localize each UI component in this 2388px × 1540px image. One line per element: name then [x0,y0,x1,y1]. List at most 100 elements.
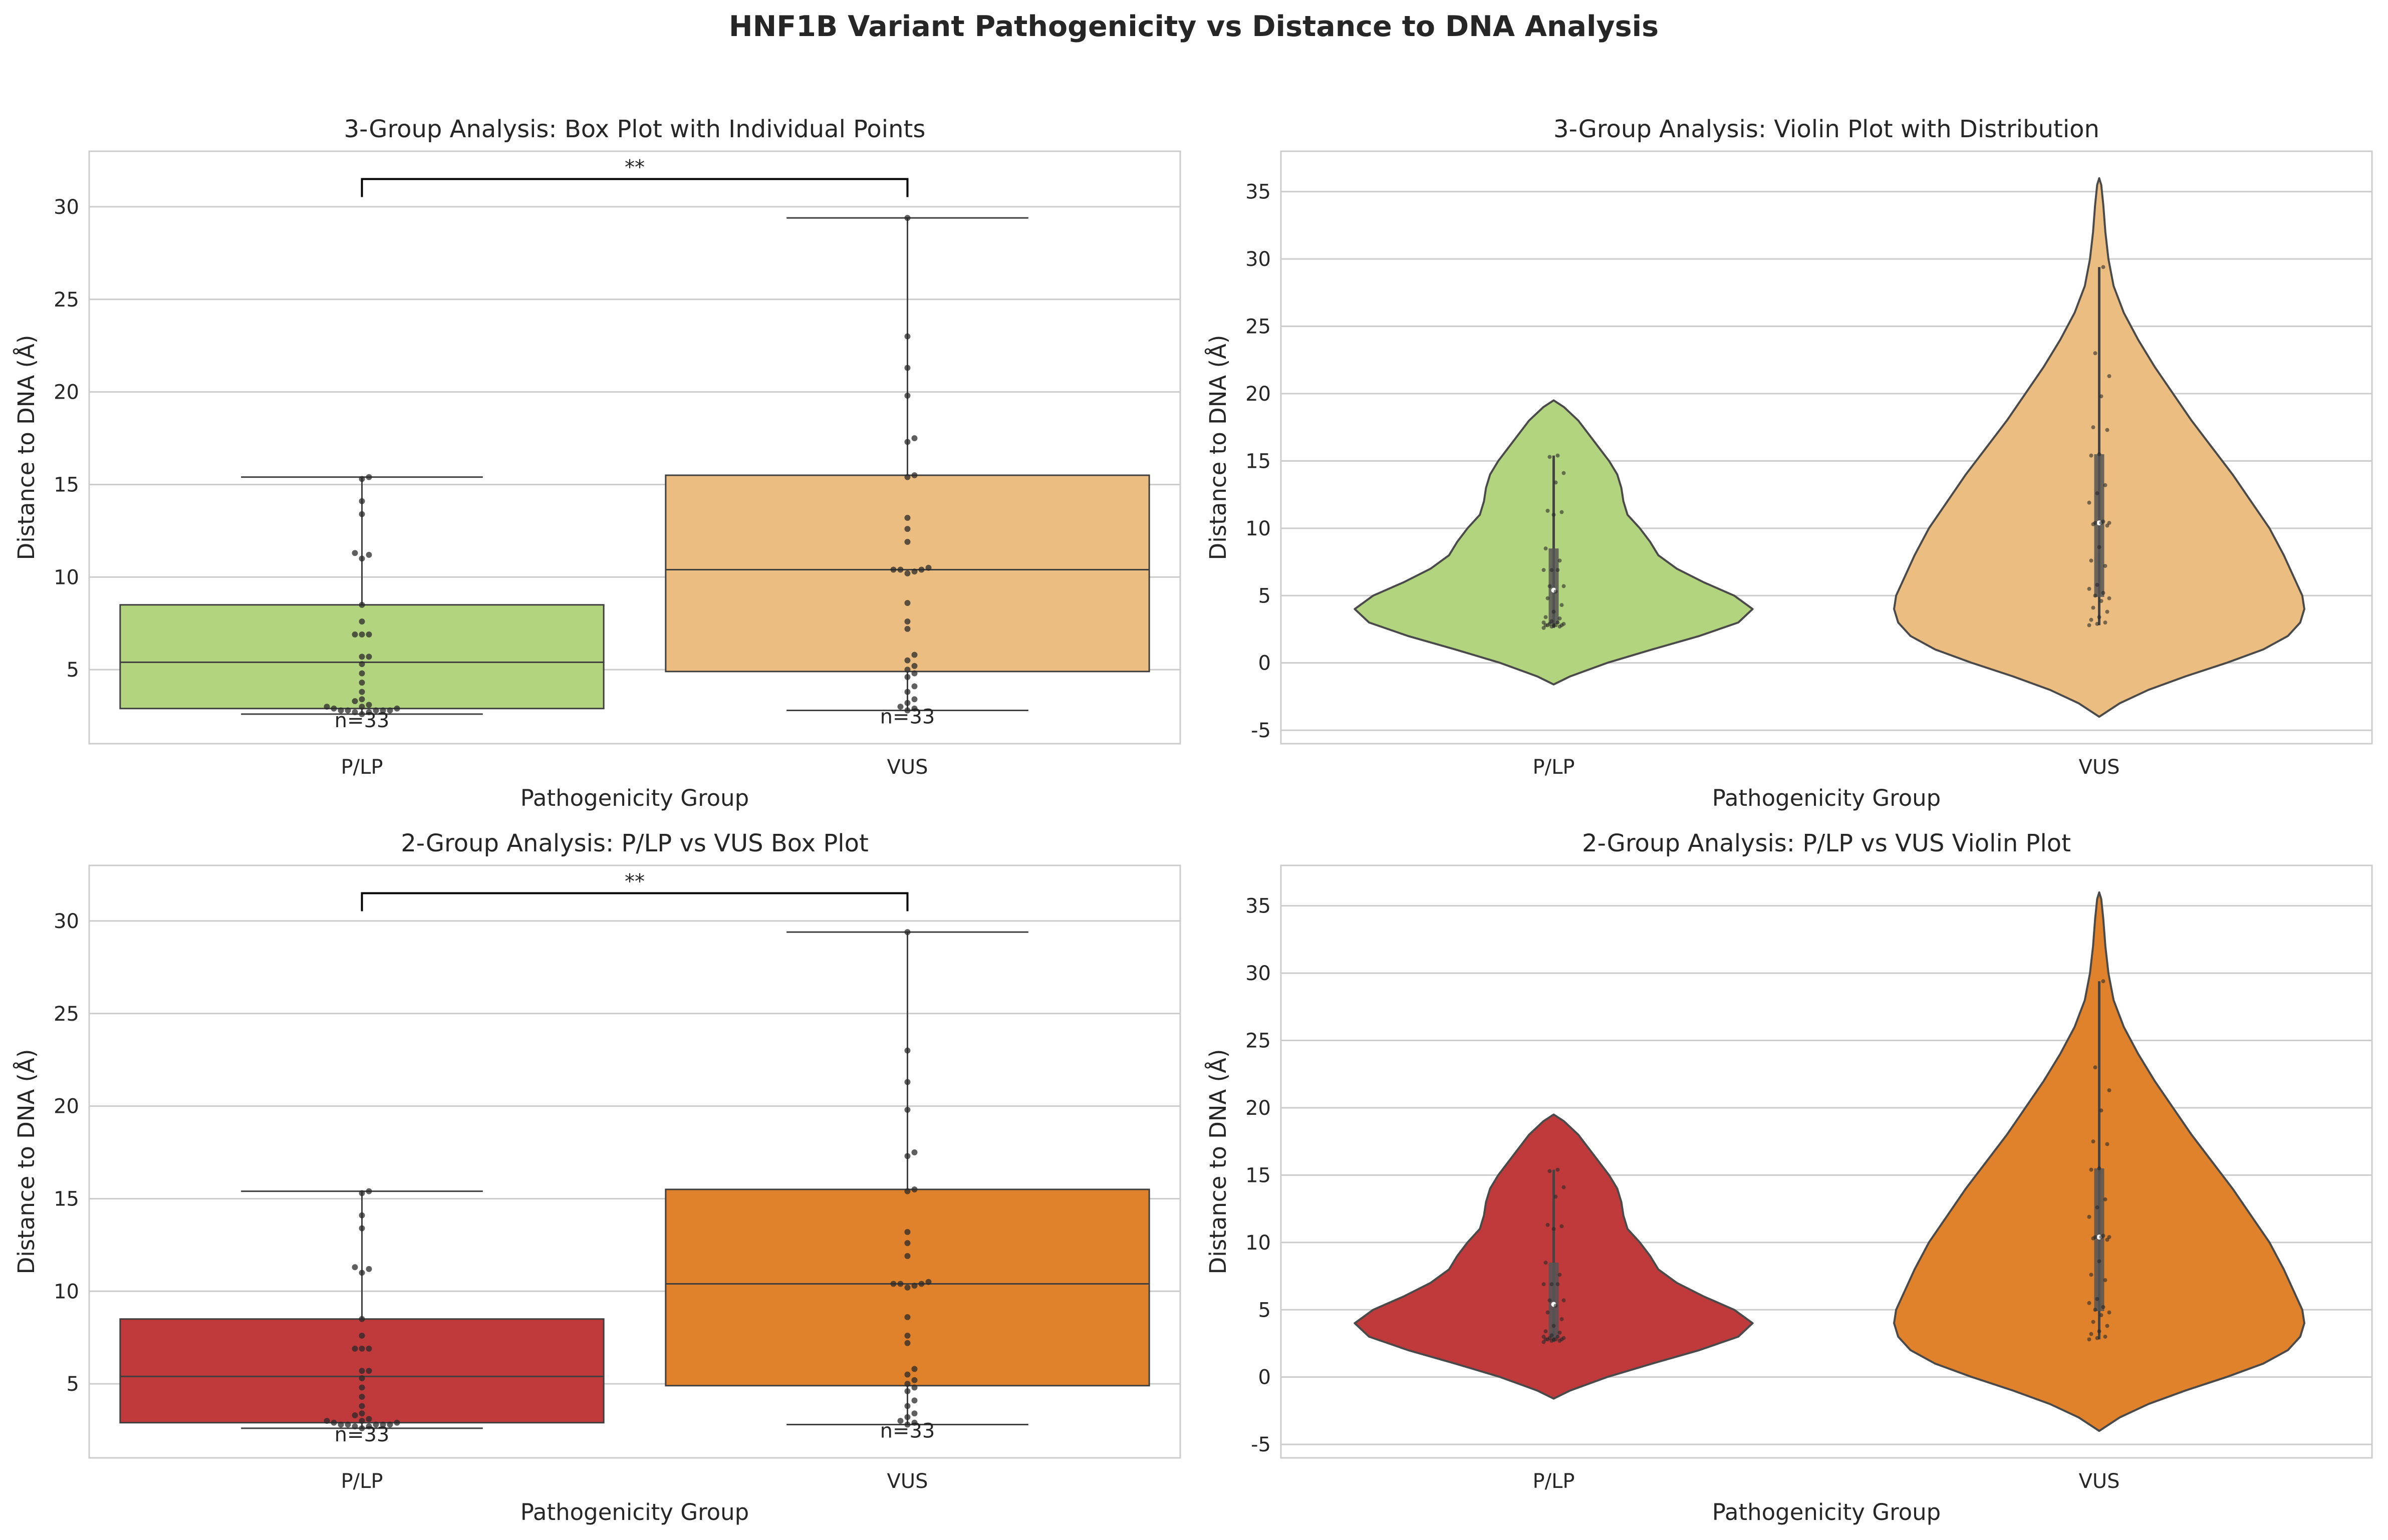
data-point [359,498,365,504]
data-point [2105,1142,2109,1146]
n-label: n=33 [335,1423,390,1446]
data-point [1557,1273,1562,1277]
data-point [911,705,918,712]
data-point [359,1270,365,1276]
data-point [911,670,918,677]
data-point [904,1253,911,1260]
data-point [359,1190,365,1196]
y-tick-label: -5 [1251,719,1271,742]
data-point [904,365,911,371]
data-point [359,511,365,517]
data-point [359,704,365,710]
data-point [1543,615,1548,620]
data-point [359,661,365,668]
data-point [2087,1301,2091,1305]
chart-panel-4: -5 0 5 10 15 20 25 30 35 P/LP VUS 2-Group Analysis:… [1205,829,2373,1525]
panels-container: 5 10 15 20 25 30 P/LP VUS 3-Group Analysis: Box … [13,115,2373,1525]
plot-frame [88,150,1181,745]
data-point [904,700,911,706]
y-tick-label: 5 [1258,1299,1271,1322]
n-label: n=33 [880,705,935,728]
data-point [2103,1335,2107,1339]
data-point [2087,586,2091,591]
data-point [338,1421,344,1428]
data-point [2089,1332,2093,1336]
y-tick-label: 10 [1245,517,1271,540]
data-point [904,439,911,445]
data-point [394,1419,400,1426]
data-point [2103,621,2107,625]
x-tick-label: VUS [887,756,928,779]
data-point [897,704,904,710]
data-point [366,474,372,480]
data-point [2089,1167,2093,1172]
data-point [911,1377,918,1383]
chart-panel-3: 5 10 15 20 25 30 P/LP VUS 2-Group Analysis: P/LP… [13,829,1181,1525]
data-point [366,1345,372,1352]
data-point [2093,521,2097,525]
data-point [2107,521,2111,525]
data-point [1553,480,1558,485]
data-point [359,1425,365,1431]
data-point [359,1212,365,1218]
data-point [359,555,365,562]
data-point [1545,596,1550,600]
data-point [2107,374,2111,379]
y-tick-label: 25 [1245,316,1271,339]
data-point [904,1106,911,1113]
data-point [2087,623,2091,628]
data-point [2099,599,2103,603]
x-tick-label: VUS [2078,756,2119,779]
violin-iqr-box [2094,1168,2104,1311]
data-point [338,707,344,714]
data-point [1551,512,1556,517]
data-point [2091,425,2095,430]
data-point [911,1419,918,1426]
data-point [1561,1298,1566,1303]
significance-label: ** [625,870,645,893]
data-point [2095,1205,2099,1209]
data-point [1555,568,1560,572]
data-point [366,1266,372,1272]
data-point [359,631,365,638]
data-point [380,707,386,714]
data-point [2091,605,2095,610]
data-point [359,1375,365,1382]
data-point [366,702,372,708]
data-point [366,1423,372,1430]
data-point [352,709,358,716]
data-point [324,1418,330,1424]
chart-title: 3-Group Analysis: Violin Plot with Distr… [1553,115,2099,143]
data-point [359,670,365,677]
y-tick-label: 0 [1258,1366,1271,1389]
data-point [2097,1166,2101,1170]
data-point [345,707,351,714]
data-point [911,683,918,690]
data-point [359,1225,365,1231]
data-point [359,1316,365,1322]
data-point [359,711,365,717]
data-point [1549,568,1554,572]
data-point [904,474,911,480]
data-point [380,1421,386,1428]
data-point [2095,622,2099,626]
data-point [2101,590,2105,595]
y-tick-label: 25 [54,288,79,312]
data-point [2097,1259,2101,1264]
data-point [925,564,932,571]
data-point [2089,618,2093,622]
data-point [387,707,393,714]
data-point [2105,428,2109,432]
data-point [911,696,918,703]
data-point [387,1421,393,1428]
data-point [904,215,911,221]
data-point [911,568,918,575]
data-point [1561,1185,1566,1189]
data-point [1541,1282,1546,1287]
data-point [1549,619,1554,624]
data-point [904,667,911,673]
data-point [2091,1320,2095,1324]
data-point [2093,1065,2097,1070]
violin-iqr-box [2094,454,2104,597]
data-point [394,705,400,712]
